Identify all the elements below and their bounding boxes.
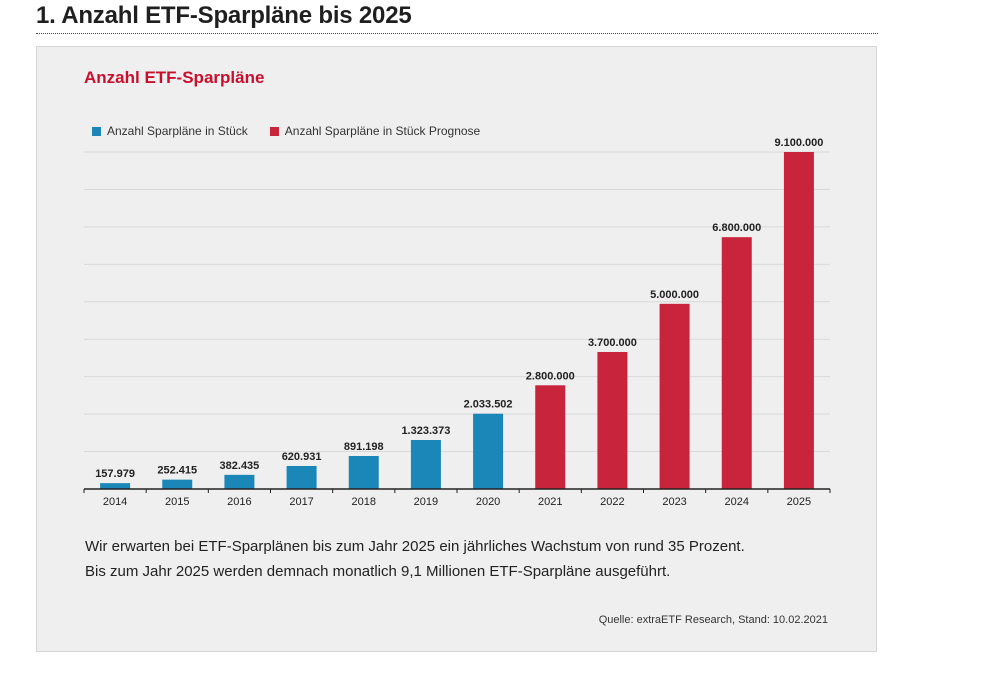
data-label-2023: 5.000.000	[650, 289, 699, 301]
data-label-2020: 2.033.502	[464, 399, 513, 411]
bar-2019	[410, 439, 441, 489]
data-label-2024: 6.800.000	[712, 222, 761, 234]
x-tick-label-2021: 2021	[538, 496, 562, 508]
bar-2022	[597, 351, 628, 489]
bar-2024	[721, 237, 752, 489]
bar-2020	[473, 413, 504, 489]
x-tick-label-2023: 2023	[662, 496, 686, 508]
x-tick-label-2020: 2020	[476, 496, 500, 508]
chart-title: Anzahl ETF-Sparpläne	[84, 68, 265, 87]
heading-divider	[36, 33, 878, 34]
bar-2014	[100, 483, 131, 489]
chart-caption: Wir erwarten bei ETF-Sparplänen bis zum …	[85, 534, 855, 584]
x-tick-label-2015: 2015	[165, 496, 189, 508]
legend-swatch-forecast	[269, 126, 279, 136]
x-tick-label-2025: 2025	[787, 496, 811, 508]
x-tick-label-2017: 2017	[289, 496, 313, 508]
data-label-2015: 252.415	[157, 465, 197, 477]
page-heading: 1. Anzahl ETF-Sparpläne bis 2025	[36, 2, 412, 29]
data-label-2022: 3.700.000	[588, 337, 637, 349]
bar-2016	[224, 474, 255, 489]
x-tick-label-2014: 2014	[103, 496, 127, 508]
data-label-2021: 2.800.000	[526, 370, 575, 382]
x-tick-label-2024: 2024	[725, 496, 749, 508]
bar-2023	[659, 303, 690, 489]
caption-line-2: Bis zum Jahr 2025 werden demnach monatli…	[85, 563, 671, 580]
bar-2021	[535, 385, 566, 489]
data-label-2025: 9.100.000	[774, 137, 823, 149]
caption-line-1: Wir erwarten bei ETF-Sparplänen bis zum …	[85, 538, 745, 555]
x-tick-label-2016: 2016	[227, 496, 251, 508]
data-label-2017: 620.931	[282, 451, 322, 463]
data-label-2018: 891.198	[344, 441, 384, 453]
chart-legend: Anzahl Sparpläne in Stück Anzahl Sparplä…	[92, 124, 502, 138]
data-label-2014: 157.979	[95, 468, 135, 480]
bar-2015	[162, 479, 193, 489]
bar-2017	[286, 466, 317, 489]
x-tick-label-2018: 2018	[352, 496, 376, 508]
bar-chart: 157.979 2014 252.415 2015 382.435 2016 620.931…	[83, 137, 831, 508]
data-label-2016: 382.435	[220, 460, 260, 472]
chart-card: Anzahl ETF-Sparpläne Anzahl Sparpläne in…	[36, 46, 877, 652]
source-note: Quelle: extraETF Research, Stand: 10.02.…	[598, 614, 828, 626]
legend-label-forecast: Anzahl Sparpläne in Stück Prognose	[284, 124, 481, 138]
x-tick-label-2022: 2022	[600, 496, 624, 508]
legend-item-forecast: Anzahl Sparpläne in Stück Prognose	[269, 124, 481, 138]
x-tick-label-2019: 2019	[414, 496, 438, 508]
data-label-2019: 1.323.373	[401, 425, 450, 437]
legend-item-actual: Anzahl Sparpläne in Stück	[92, 124, 248, 138]
legend-label-actual: Anzahl Sparpläne in Stück	[107, 124, 248, 138]
bar-2025	[783, 152, 814, 489]
bar-2018	[348, 455, 379, 489]
legend-swatch-actual	[92, 126, 101, 136]
